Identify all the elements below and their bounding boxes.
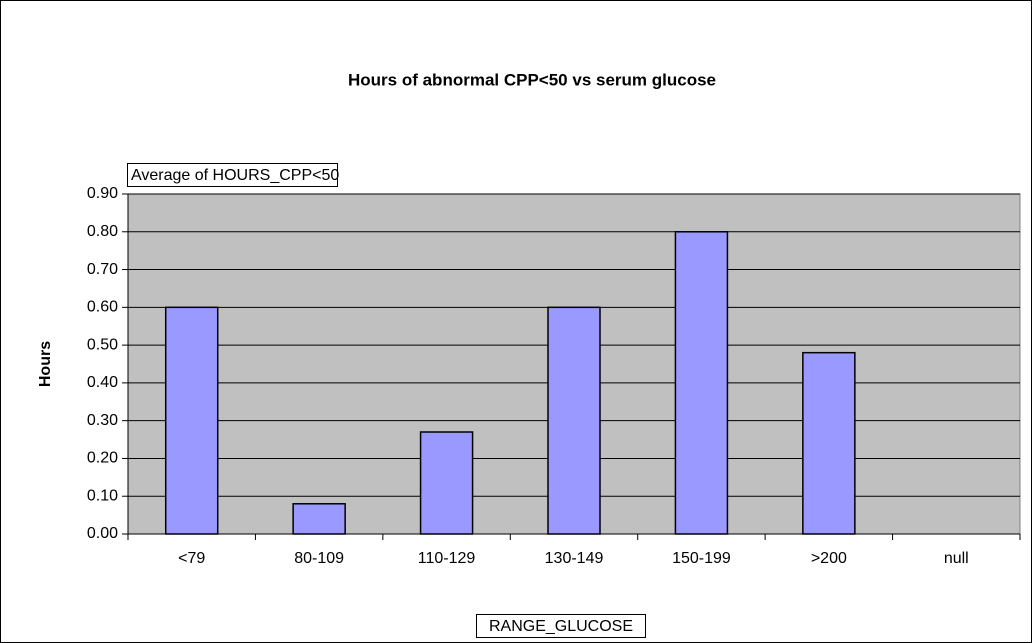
bar — [164, 306, 219, 535]
x-tick-label: <79 — [178, 550, 205, 567]
bar — [292, 503, 346, 535]
x-tick-label: null — [944, 550, 969, 567]
y-tick-label: 0.30 — [87, 412, 118, 429]
bar — [419, 431, 474, 535]
bar — [674, 231, 729, 535]
y-tick-label: 0.10 — [87, 487, 118, 504]
y-tick-label: 0.90 — [87, 185, 118, 202]
chart-title: Hours of abnormal CPP<50 vs serum glucos… — [348, 70, 716, 89]
x-tick-label: 130-149 — [545, 550, 604, 567]
data-field-button[interactable] — [127, 163, 338, 187]
y-tick-label: 0.40 — [87, 374, 118, 391]
x-tick-label: >200 — [811, 550, 847, 567]
x-tick-label: 110-129 — [418, 550, 476, 567]
y-tick-label: 0.70 — [87, 261, 118, 278]
bar — [547, 306, 601, 535]
x-tick-label: 80-109 — [294, 550, 344, 567]
x-field-button[interactable] — [476, 614, 646, 638]
y-tick-label: 0.00 — [87, 525, 118, 542]
y-tick-label: 0.80 — [87, 223, 118, 240]
y-tick-label: 0.20 — [87, 450, 118, 467]
y-tick-label: 0.50 — [87, 336, 118, 353]
bar — [802, 351, 856, 535]
x-axis-label[interactable]: RANGE_GLUCOSE — [489, 618, 633, 635]
y-axis-label: Hours — [37, 341, 54, 387]
data-field-label[interactable]: Average of HOURS_CPP<50 — [131, 167, 339, 184]
y-tick-label: 0.60 — [87, 299, 118, 316]
x-tick-label: 150-199 — [672, 550, 731, 567]
